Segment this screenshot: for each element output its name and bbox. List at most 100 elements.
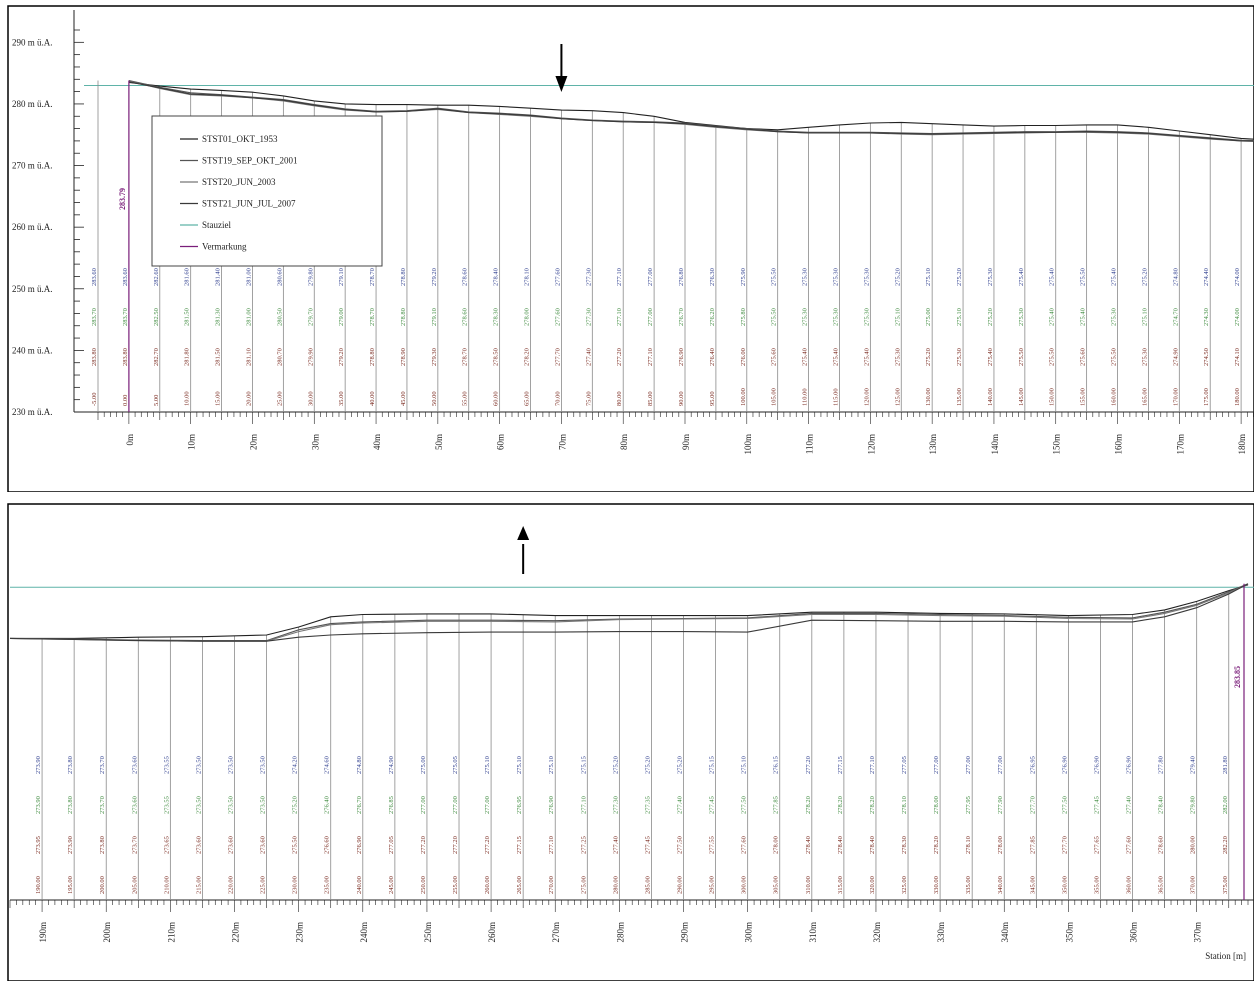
station-value-label: 278.30 bbox=[493, 308, 500, 326]
station-value-label: 275.30 bbox=[802, 268, 809, 286]
station-value-label: 275.40 bbox=[1018, 268, 1025, 286]
station-value-label: 275.20 bbox=[894, 268, 901, 286]
station-value-label: 273.90 bbox=[67, 836, 74, 854]
station-value-label: 279.80 bbox=[307, 268, 314, 286]
station-value-label: 273.50 bbox=[228, 796, 235, 814]
x-tick-label: 180m bbox=[1237, 434, 1247, 455]
legend-label: STST21_JUN_JUL_2007 bbox=[202, 199, 296, 209]
station-value-label: 275.50 bbox=[1049, 348, 1056, 366]
x-tick-label: 60m bbox=[496, 434, 506, 450]
station-value-label: 310.00 bbox=[805, 876, 812, 894]
station-value-label: 281.60 bbox=[184, 268, 191, 286]
station-value-label: 276.85 bbox=[388, 796, 395, 814]
station-value-label: 275.30 bbox=[1018, 308, 1025, 326]
station-value-label: 165.00 bbox=[1141, 388, 1148, 406]
x-tick-label: 70m bbox=[557, 434, 567, 450]
x-tick-label: 160m bbox=[1114, 434, 1124, 455]
station-value-label: 275.20 bbox=[987, 308, 994, 326]
station-value-label: 280.00 bbox=[612, 876, 619, 894]
station-value-label: 278.80 bbox=[369, 348, 376, 366]
station-value-label: 274.90 bbox=[1172, 348, 1179, 366]
x-tick-label: 350m bbox=[1064, 922, 1074, 943]
station-value-label: 277.80 bbox=[1158, 756, 1165, 774]
x-tick-label: 0m bbox=[125, 434, 135, 446]
profile-panel-bottom: 190m 200m 210m 220m 230m 240m 250m 260m 270m 280m… bbox=[0, 498, 1254, 981]
station-value-label: 276.70 bbox=[356, 796, 363, 814]
x-tick-label: 110m bbox=[805, 434, 815, 454]
station-value-label: 277.05 bbox=[901, 756, 908, 774]
legend-label: STST20_JUN_2003 bbox=[202, 177, 276, 187]
station-value-label: 275.30 bbox=[832, 268, 839, 286]
station-value-label: 335.00 bbox=[965, 876, 972, 894]
legend-label: Vermarkung bbox=[202, 242, 247, 252]
station-value-label: 274.10 bbox=[1234, 348, 1241, 366]
station-value-label: 279.20 bbox=[338, 348, 345, 366]
y-tick-label: 230 m ü.A. bbox=[12, 407, 53, 417]
station-value-label: 275.50 bbox=[1018, 348, 1025, 366]
profile-panel-top: 290 m ü.A. 280 m ü.A. 270 m ü.A. 260 m ü.A.… bbox=[7, 5, 1254, 492]
station-value-label: 283.80 bbox=[91, 348, 98, 366]
station-value-label: 320.00 bbox=[869, 876, 876, 894]
station-value-label: 100.00 bbox=[740, 388, 747, 406]
x-tick-label: 120m bbox=[866, 434, 876, 455]
x-tick-label: 330m bbox=[936, 922, 946, 943]
station-value-label: 282.50 bbox=[153, 308, 160, 326]
station-value-label: 281.00 bbox=[245, 268, 252, 286]
station-value-label: 240.00 bbox=[356, 876, 363, 894]
x-tick-label: 230m bbox=[295, 922, 305, 943]
station-value-label: 277.70 bbox=[1061, 836, 1068, 854]
x-tick-label: 170m bbox=[1175, 434, 1185, 455]
station-value-label: 85.00 bbox=[647, 391, 654, 406]
station-value-label: 275.40 bbox=[987, 348, 994, 366]
x-tick-label: 10m bbox=[187, 434, 197, 450]
station-value-label: 275.80 bbox=[740, 308, 747, 326]
annotation-arrow-head bbox=[517, 526, 530, 540]
station-value-label: 279.90 bbox=[307, 348, 314, 366]
station-value-label: 279.10 bbox=[338, 268, 345, 286]
station-value-label: 275.15 bbox=[709, 756, 716, 774]
station-value-label: 235.00 bbox=[324, 876, 331, 894]
station-value-label: 273.60 bbox=[228, 836, 235, 854]
station-value-label: 130.00 bbox=[925, 388, 932, 406]
station-value-label: 278.70 bbox=[369, 268, 376, 286]
y-tick-label: 270 m ü.A. bbox=[12, 161, 53, 171]
station-value-label: 275.30 bbox=[832, 308, 839, 326]
station-value-label: 15.00 bbox=[215, 391, 222, 406]
station-value-label: 275.10 bbox=[1141, 308, 1148, 326]
station-value-label: 278.10 bbox=[901, 796, 908, 814]
station-value-label: 175.00 bbox=[1203, 388, 1210, 406]
station-value-label: 278.10 bbox=[965, 836, 972, 854]
station-value-label: 275.10 bbox=[484, 756, 491, 774]
station-value-label: 275.20 bbox=[644, 756, 651, 774]
station-value-label: 278.80 bbox=[400, 268, 407, 286]
station-value-label: 278.20 bbox=[869, 796, 876, 814]
station-value-label: 282.70 bbox=[153, 348, 160, 366]
x-tick-label: 360m bbox=[1129, 922, 1139, 943]
x-tick-label: 340m bbox=[1000, 922, 1010, 943]
station-value-label: 276.15 bbox=[773, 756, 780, 774]
station-value-label: 278.00 bbox=[773, 836, 780, 854]
station-value-label: 275.50 bbox=[771, 308, 778, 326]
station-value-label: 279.70 bbox=[307, 308, 314, 326]
station-value-label: 275.50 bbox=[1080, 268, 1087, 286]
series-4-line bbox=[128, 81, 1254, 142]
station-value-label: 275.30 bbox=[956, 348, 963, 366]
station-value-label: 278.90 bbox=[400, 348, 407, 366]
station-value-label: 278.40 bbox=[869, 836, 876, 854]
station-value-label: 273.60 bbox=[131, 796, 138, 814]
series-1-line bbox=[10, 584, 1249, 639]
station-value-label: 276.90 bbox=[356, 836, 363, 854]
station-value-label: 330.00 bbox=[933, 876, 940, 894]
station-value-label: 278.00 bbox=[933, 796, 940, 814]
station-value-label: 50.00 bbox=[431, 391, 438, 406]
station-value-label: 277.60 bbox=[741, 836, 748, 854]
x-tick-label: 220m bbox=[231, 922, 241, 943]
station-value-label: 278.20 bbox=[837, 796, 844, 814]
y-tick-label: 260 m ü.A. bbox=[12, 222, 53, 232]
series-2-line bbox=[128, 79, 1254, 142]
station-value-label: 274.50 bbox=[1203, 348, 1210, 366]
station-value-label: 273.80 bbox=[67, 756, 74, 774]
station-value-label: 340.00 bbox=[997, 876, 1004, 894]
station-value-label: 273.50 bbox=[195, 756, 202, 774]
station-value-label: 60.00 bbox=[493, 391, 500, 406]
